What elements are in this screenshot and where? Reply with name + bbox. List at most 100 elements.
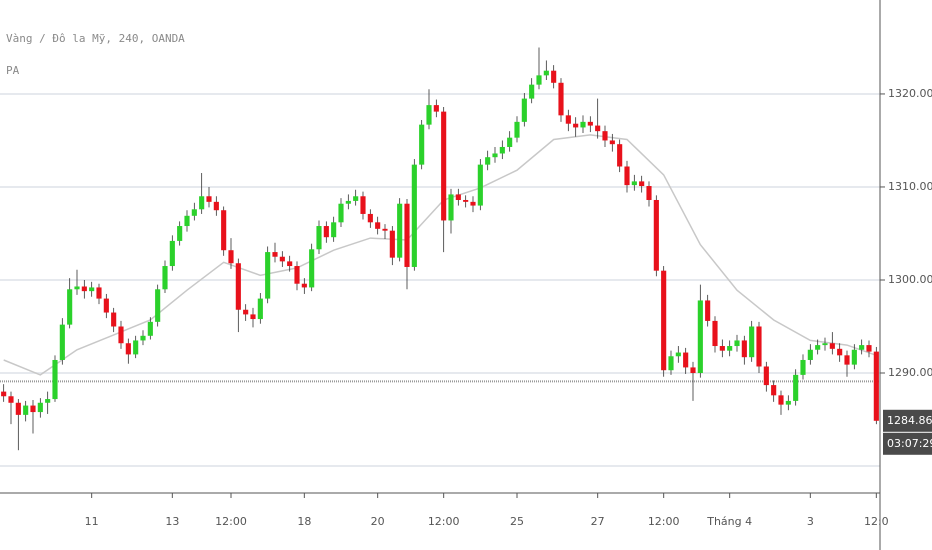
- candle-body: [499, 146, 505, 154]
- candle-body: [433, 105, 439, 112]
- candle-body: [111, 312, 117, 327]
- candle-body: [265, 252, 271, 299]
- candle-body: [45, 399, 51, 403]
- candle-body: [309, 249, 315, 288]
- candle-body: [778, 395, 784, 405]
- x-tick-label: 12:0: [864, 515, 889, 528]
- candle-body: [565, 115, 571, 124]
- candle-body: [829, 343, 835, 349]
- candle-body: [419, 124, 425, 165]
- candle-body: [81, 286, 87, 292]
- candle-body: [705, 300, 711, 321]
- candle-body: [529, 84, 535, 99]
- x-tick-label: 18: [297, 515, 311, 528]
- candle-body: [89, 287, 95, 292]
- candle-body: [822, 343, 828, 346]
- candle-body: [807, 349, 813, 360]
- candle-body: [609, 140, 615, 145]
- candle-body: [59, 324, 65, 360]
- candle-body: [580, 121, 586, 128]
- candle-body: [23, 405, 29, 415]
- countdown-tag: [883, 432, 932, 455]
- candle-body: [169, 240, 175, 267]
- candle-body: [639, 181, 645, 187]
- candle-body: [521, 98, 527, 122]
- candle-body: [683, 352, 689, 368]
- candle-body: [485, 157, 491, 165]
- candle-body: [411, 164, 417, 267]
- candle-body: [235, 263, 241, 310]
- x-tick-label: Tháng 4: [706, 515, 752, 528]
- candle-body: [675, 352, 681, 357]
- candle-body: [661, 270, 667, 371]
- candle-body: [287, 261, 293, 267]
- candle-body: [477, 164, 483, 206]
- candle-body: [37, 402, 43, 413]
- candle-body: [96, 287, 102, 299]
- candle-body: [426, 105, 432, 125]
- x-tick-label: 12:00: [648, 515, 680, 528]
- candle-body: [15, 402, 21, 415]
- grid: [0, 92, 880, 468]
- candle-body: [844, 355, 850, 365]
- candle-body: [763, 366, 769, 386]
- candle-body: [712, 320, 718, 347]
- candle-body: [199, 196, 205, 210]
- candle-body: [155, 289, 161, 322]
- plot: [0, 47, 880, 451]
- x-tick-label: 12:00: [215, 515, 247, 528]
- candle-body: [785, 400, 791, 405]
- candle-body: [191, 209, 197, 216]
- candle-body: [873, 351, 879, 421]
- candle-body: [30, 405, 36, 413]
- candle-body: [74, 286, 80, 290]
- candle-body: [492, 153, 498, 158]
- candle-body: [741, 340, 747, 358]
- candle-body: [470, 201, 476, 206]
- candle-body: [837, 348, 843, 356]
- candle-body: [646, 186, 652, 200]
- candle-body: [749, 326, 755, 358]
- candle-body: [213, 201, 219, 211]
- candle-body: [690, 367, 696, 374]
- y-tick-label: 1310.000: [888, 180, 932, 193]
- candle-body: [243, 309, 249, 315]
- candle-body: [617, 144, 623, 167]
- candle-body: [536, 75, 542, 85]
- candle-body: [859, 345, 865, 350]
- candle-body: [184, 215, 190, 227]
- candle-body: [103, 298, 109, 313]
- axes: 1290.000 1300.000 1310.000 1320.000 11 13 12:0…: [85, 87, 932, 528]
- candle-body: [771, 385, 777, 396]
- candle-body: [815, 345, 821, 350]
- candle-body: [375, 222, 381, 229]
- chart-title: Vàng / Đô la Mỹ, 240, OANDA: [6, 32, 185, 45]
- y-tick-label: 1320.000: [888, 87, 932, 100]
- candle-body: [147, 321, 153, 336]
- candle-body: [631, 181, 637, 186]
- candle-body: [727, 346, 733, 351]
- candle-body: [668, 356, 674, 371]
- last-price-tag: [883, 409, 932, 432]
- indicator-label: PA: [6, 64, 20, 77]
- candle-body: [389, 230, 395, 258]
- x-tick-label: 20: [371, 515, 385, 528]
- candle-body: [118, 326, 124, 344]
- candle-body: [463, 199, 469, 202]
- candle-body: [133, 340, 139, 355]
- countdown-label: 03:07:29: [887, 437, 932, 450]
- candle-body: [338, 203, 344, 223]
- candle-body: [756, 326, 762, 367]
- candle-body: [543, 70, 549, 76]
- candle-body: [323, 226, 329, 238]
- candle-body: [624, 166, 630, 186]
- candle-body: [514, 121, 520, 138]
- candle-body: [793, 374, 799, 401]
- candle-body: [272, 252, 278, 257]
- candle-body: [360, 196, 366, 214]
- x-tick-label: 11: [85, 515, 99, 528]
- x-tick-label: 25: [510, 515, 524, 528]
- candle-body: [697, 300, 703, 374]
- candle-body: [301, 283, 307, 288]
